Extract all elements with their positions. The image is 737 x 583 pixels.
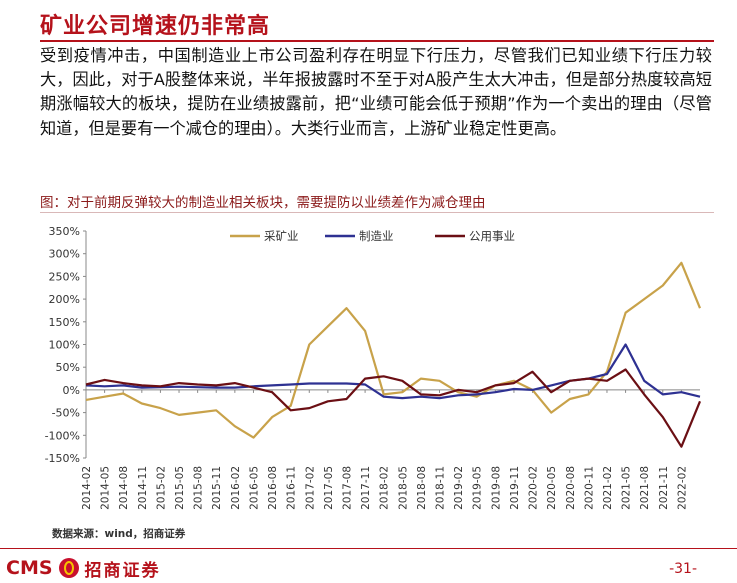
x-tick-label: 2018-11 [435, 466, 447, 510]
series-line-2 [85, 343, 701, 400]
y-tick-label: 100% [49, 339, 80, 352]
x-tick-label: 2021-11 [658, 466, 670, 510]
y-tick-label: 350% [49, 225, 80, 238]
x-tick-label: 2014-08 [118, 466, 130, 510]
legend-label-3: 公用事业 [469, 229, 515, 243]
x-tick-label: 2016-02 [230, 466, 242, 510]
x-tick-label: 2016-11 [286, 466, 298, 510]
x-tick-label: 2015-11 [211, 466, 223, 510]
x-tick-label: 2017-02 [304, 466, 316, 510]
y-tick-label: 150% [49, 316, 80, 329]
x-tick-label: 2021-05 [621, 466, 633, 510]
x-tick-label: 2020-11 [583, 466, 595, 510]
x-tick-label: 2018-02 [379, 466, 391, 510]
data-source: 数据来源：wind，招商证券 [52, 528, 186, 540]
y-tick-label: 50% [56, 361, 80, 374]
y-tick-label: -150% [45, 452, 80, 465]
y-tick-label: 0% [63, 384, 80, 397]
y-tick-label: -50% [52, 407, 80, 420]
x-tick-label: 2014-11 [137, 466, 149, 510]
body-paragraph: 受到疫情冲击，中国制造业上市公司盈利存在明显下行压力，尽管我们已知业绩下行压力较… [40, 46, 712, 138]
y-tick-label: 250% [49, 270, 80, 283]
x-tick-label: 2021-02 [602, 466, 614, 510]
x-tick-label: 2019-05 [472, 466, 484, 510]
title-bar: 矿业公司增速仍非常高 [0, 6, 737, 42]
series-line-1 [85, 261, 702, 439]
x-tick-label: 2017-11 [360, 466, 372, 510]
legend-label-1: 采矿业 [264, 229, 299, 243]
y-tick-label: -100% [45, 429, 80, 442]
legend-label-2: 制造业 [359, 229, 394, 243]
figure-divider [40, 212, 714, 213]
title-underline [40, 40, 714, 42]
x-tick-label: 2016-08 [267, 466, 279, 510]
page-number: -31- [669, 561, 697, 577]
x-tick-label: 2018-08 [416, 466, 428, 510]
x-tick-label: 2020-02 [528, 466, 540, 510]
x-tick-label: 2017-05 [323, 466, 335, 510]
x-tick-label: 2016-05 [248, 466, 260, 510]
logo-emblem-icon [58, 558, 79, 578]
x-tick-label: 2017-08 [341, 466, 353, 510]
x-tick-label: 2019-08 [490, 466, 502, 510]
x-tick-label: 2015-05 [174, 466, 186, 510]
page-title: 矿业公司增速仍非常高 [40, 14, 271, 39]
x-tick-label: 2021-08 [639, 466, 651, 510]
line-chart: 350% 300% 250% 200% 150% 100% 50% 0% -50% -100% -1… [45, 225, 702, 510]
y-tick-label: 300% [49, 248, 80, 261]
series-line-3 [85, 368, 702, 448]
x-tick-label: 2015-02 [155, 466, 167, 510]
x-tick-label: 2022-02 [676, 466, 688, 510]
x-tick-label: 2019-11 [509, 466, 521, 510]
y-tick-label: 200% [49, 293, 80, 306]
x-tick-label: 2020-08 [565, 466, 577, 510]
footer-divider [0, 548, 737, 549]
company-logo: CMS 招商证券 [6, 556, 161, 581]
x-tick-label: 2015-08 [193, 466, 205, 510]
figure-caption: 图：对于前期反弹较大的制造业相关板块，需要提防以业绩差作为减仓理由 [40, 195, 486, 211]
x-tick-label: 2018-05 [397, 466, 409, 510]
x-tick-label: 2019-02 [453, 466, 465, 510]
x-tick-label: 2014-05 [100, 466, 112, 510]
x-tick-label: 2014-02 [81, 466, 93, 510]
logo-text: CMS [6, 557, 53, 579]
logo-chinese-text: 招商证券 [84, 560, 161, 581]
x-tick-label: 2020-05 [546, 466, 558, 510]
